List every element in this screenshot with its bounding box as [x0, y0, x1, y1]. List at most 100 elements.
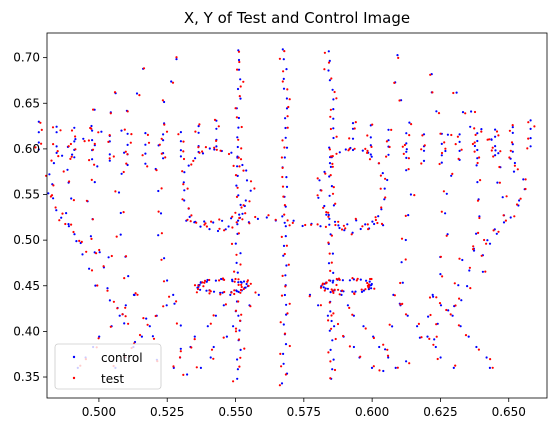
control-point [172, 293, 175, 296]
control-point [404, 238, 407, 242]
control-point [157, 189, 160, 193]
control-point [205, 280, 208, 283]
control-point [145, 317, 148, 320]
control-point [257, 293, 260, 296]
test-point [238, 216, 241, 220]
test-point [370, 145, 373, 148]
legend-box [54, 343, 162, 390]
test-point [334, 202, 337, 205]
test-point [476, 199, 480, 202]
test-point [232, 380, 235, 383]
test-point [237, 278, 240, 281]
y-tick-label: 0.45 [13, 279, 40, 293]
test-point [249, 180, 253, 183]
x-tick-label: 0.600 [355, 405, 389, 419]
y-axis: 0.35 0.40 0.45 0.50 0.55 0.60 0.65 0.70 [13, 51, 47, 384]
test-point [237, 50, 241, 53]
control-point [476, 157, 479, 160]
control-point [281, 48, 284, 51]
test-point [407, 168, 410, 171]
test-point [237, 338, 241, 341]
test-point [360, 288, 363, 291]
test-point [413, 194, 416, 197]
control-point [368, 280, 371, 283]
control-point [282, 244, 286, 247]
control-point [422, 159, 426, 162]
control-point [338, 151, 341, 154]
control-point [369, 144, 372, 147]
test-point [90, 269, 94, 272]
test-point [227, 152, 231, 156]
test-point [52, 184, 55, 187]
test-point [209, 290, 212, 293]
control-point [235, 184, 238, 187]
test-point [231, 215, 234, 218]
control-point [329, 348, 332, 351]
test-point [234, 174, 238, 177]
control-point [328, 79, 331, 82]
test-point [509, 149, 512, 152]
control-point [144, 162, 147, 165]
test-point [457, 157, 460, 160]
test-point [348, 137, 351, 140]
control-point [237, 68, 241, 71]
test-point [401, 302, 404, 305]
control-point [380, 208, 383, 211]
test-point [124, 150, 127, 153]
test-point [198, 123, 201, 126]
test-point [524, 178, 527, 181]
test-point [364, 288, 367, 291]
control-point [529, 127, 532, 130]
control-point [529, 145, 532, 148]
control-point [236, 145, 239, 149]
control-point [326, 287, 329, 290]
control-point [427, 315, 430, 318]
control-point [140, 335, 143, 338]
control-point [237, 126, 240, 129]
control-point [282, 362, 285, 365]
test-point [361, 225, 364, 228]
test-point [286, 126, 289, 129]
control-point [284, 225, 287, 228]
test-point [332, 291, 335, 294]
control-point [82, 137, 85, 140]
test-point [126, 153, 129, 156]
control-point [201, 152, 205, 155]
test-point [280, 156, 283, 159]
test-point [219, 293, 222, 296]
control-point [67, 225, 70, 228]
test-point [428, 296, 432, 299]
test-point [473, 150, 476, 153]
test-point [212, 314, 215, 317]
test-point [334, 337, 337, 341]
control-point [460, 299, 463, 302]
test-point [129, 141, 132, 144]
chart-title: X, Y of Test and Control Image [184, 9, 410, 27]
test-point [516, 168, 519, 171]
test-point [399, 281, 402, 285]
control-point [285, 146, 289, 149]
y-tick-label: 0.55 [13, 188, 40, 202]
test-point [61, 212, 64, 215]
control-point [283, 156, 286, 159]
test-point [281, 80, 284, 83]
control-point [55, 131, 58, 134]
control-point [323, 204, 326, 208]
control-point [284, 274, 287, 277]
control-point [360, 290, 364, 293]
test-point [97, 131, 100, 134]
control-point [236, 165, 239, 168]
test-point [234, 277, 237, 281]
test-point [283, 332, 287, 335]
test-point [175, 300, 178, 303]
test-point [146, 323, 149, 326]
test-point [98, 248, 101, 252]
control-point [387, 128, 390, 131]
test-point [374, 216, 377, 219]
test-point [233, 292, 236, 296]
test-point [353, 147, 356, 150]
control-point [433, 338, 436, 341]
test-point [204, 222, 207, 225]
control-point [144, 132, 147, 135]
